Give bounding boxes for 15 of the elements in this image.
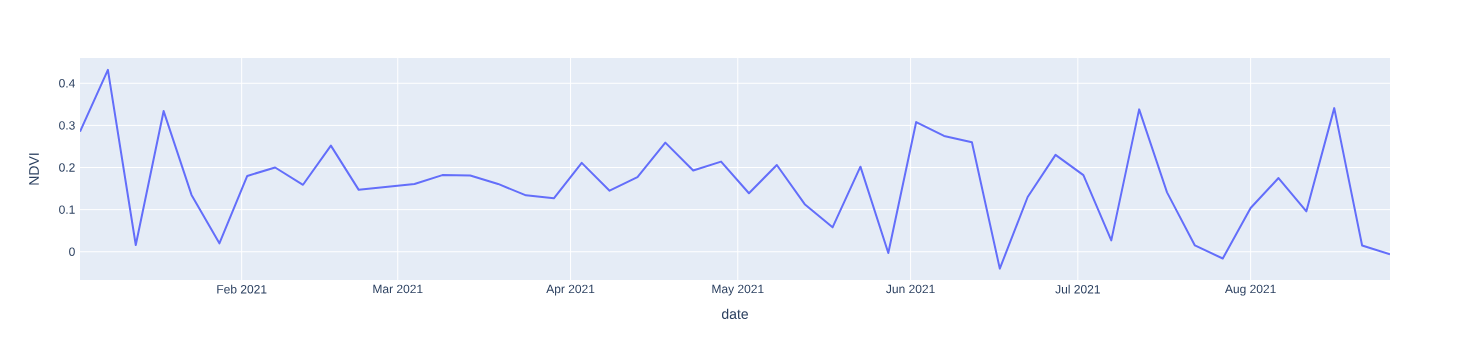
- x-tick-label: Apr 2021: [546, 284, 595, 296]
- y-axis-title: NDVI: [29, 153, 39, 185]
- y-tick-label: 0.2: [59, 163, 75, 172]
- y-tick-label: 0.4: [59, 79, 75, 88]
- x-tick-label: May 2021: [712, 284, 764, 296]
- x-tick-label: Feb 2021: [217, 284, 267, 294]
- x-tick-label: Jun 2021: [886, 284, 935, 294]
- x-axis-title: date: [721, 308, 748, 319]
- line-series: [80, 68, 1390, 270]
- x-tick-label: Aug 2021: [1224, 284, 1276, 296]
- x-tick-label: Mar 2021: [373, 284, 423, 294]
- y-tick-label: 0.1: [59, 205, 75, 214]
- x-tick-label: Jul 2021: [1055, 284, 1100, 294]
- y-tick-label: 0.3: [59, 121, 75, 130]
- y-tick-label: 0: [69, 247, 75, 257]
